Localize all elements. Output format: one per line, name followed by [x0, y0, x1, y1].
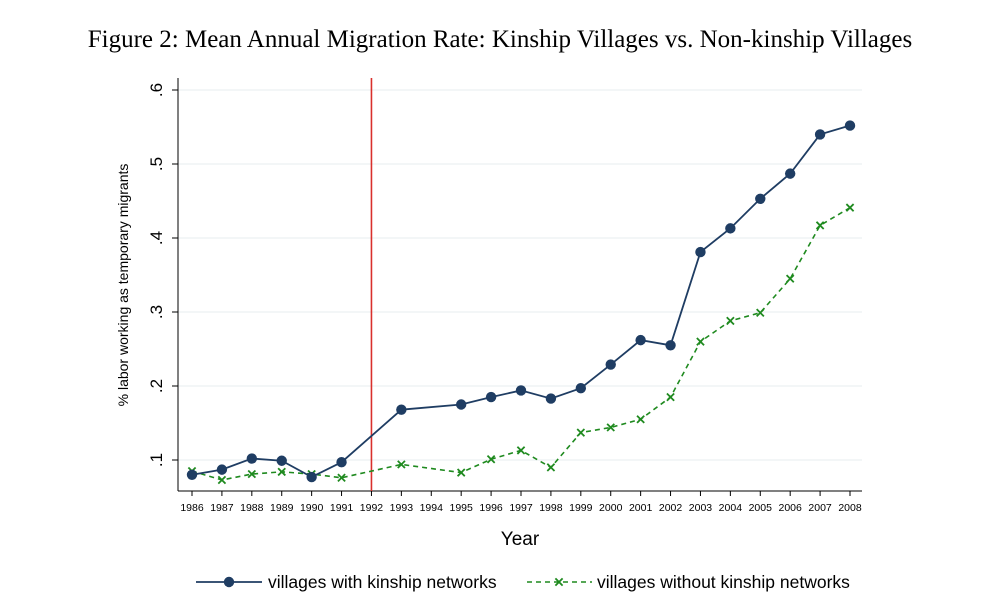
data-point-non-kinship: [845, 203, 855, 212]
marker-x-stroke: [397, 460, 406, 469]
x-tick-label: 1999: [569, 502, 593, 514]
marker-x-stroke: [696, 337, 705, 346]
marker-x-stroke: [337, 473, 346, 482]
data-point-non-kinship: [217, 475, 227, 485]
marker-x-stroke: [576, 428, 586, 437]
y-tick-label: .5: [147, 157, 166, 171]
x-tick-label: 1998: [539, 502, 563, 514]
marker-x-stroke: [636, 415, 645, 424]
x-tick-label: 1994: [420, 502, 444, 514]
data-point-kinship: [246, 453, 258, 464]
marker-x-stroke: [516, 446, 526, 455]
data-point-non-kinship: [516, 446, 526, 455]
data-point-kinship: [485, 391, 497, 403]
data-point-non-kinship: [576, 428, 586, 437]
data-point-kinship: [276, 455, 287, 466]
marker-x-stroke: [666, 392, 675, 402]
x-tick-label: 1990: [300, 502, 324, 514]
data-point-non-kinship: [666, 392, 675, 402]
data-point-kinship: [515, 385, 527, 396]
marker-x-stroke: [606, 423, 615, 432]
x-tick-label: 1997: [509, 502, 533, 514]
x-tick-label: 1989: [270, 502, 294, 514]
data-point-non-kinship: [277, 467, 286, 477]
figure-title: Figure 2: Mean Annual Migration Rate: Ki…: [87, 26, 913, 53]
y-tick-label: .1: [147, 453, 166, 467]
x-tick-label: 1992: [360, 502, 384, 514]
x-tick-label: 1996: [479, 502, 503, 514]
data-point-non-kinship: [337, 473, 346, 482]
data-point-non-kinship: [247, 469, 257, 479]
data-point-kinship: [396, 404, 407, 415]
x-tick-label: 2000: [599, 502, 623, 514]
data-point-non-kinship: [756, 308, 765, 317]
data-point-non-kinship: [815, 221, 825, 230]
x-tick-label: 2005: [749, 502, 773, 514]
data-point-kinship: [186, 469, 198, 480]
y-axis-title: % labor working as temporary migrants: [115, 164, 131, 407]
x-tick-label: 2006: [779, 502, 803, 514]
data-point-kinship: [216, 464, 228, 475]
x-tick-label: 2007: [808, 502, 832, 514]
x-tick-label: 1987: [210, 502, 234, 514]
marker-x-stroke: [554, 577, 564, 587]
data-point-kinship: [665, 340, 676, 351]
marker-x-stroke: [217, 475, 227, 485]
x-tick-label: 2004: [719, 502, 743, 514]
x-axis-title: Year: [501, 529, 540, 550]
x-tick-label: 1986: [180, 502, 204, 514]
data-point-non-kinship: [486, 455, 496, 464]
data-point-non-kinship: [636, 415, 645, 424]
y-tick-label: .6: [147, 83, 166, 97]
data-point-kinship: [575, 383, 587, 394]
x-tick-label: 1991: [330, 502, 354, 514]
legend-marker-kinship: [223, 576, 235, 588]
data-point-kinship: [844, 120, 856, 131]
x-tick-label: 2001: [629, 502, 653, 514]
y-tick-label: .4: [147, 231, 166, 245]
marker-x-stroke: [247, 469, 257, 479]
marker-x-stroke: [756, 308, 765, 317]
data-point-kinship: [814, 129, 826, 140]
data-point-non-kinship: [785, 274, 795, 283]
legend-label-kinship: villages with kinship networks: [268, 572, 497, 592]
marker-x-stroke: [726, 316, 735, 326]
data-point-kinship: [695, 246, 706, 258]
data-point-kinship: [635, 334, 646, 346]
data-point-kinship: [306, 471, 317, 483]
data-point-kinship: [336, 457, 347, 468]
data-point-kinship: [605, 359, 616, 370]
series-line-kinship: [191, 124, 851, 479]
marker-x-stroke: [277, 467, 286, 477]
x-tick-label: 1993: [390, 502, 414, 514]
data-point-kinship: [784, 168, 796, 179]
series-line-non-kinship: [191, 206, 851, 481]
data-point-kinship: [725, 223, 736, 234]
marker-x-stroke: [785, 274, 795, 283]
data-point-non-kinship: [696, 337, 705, 346]
marker-x-stroke: [546, 463, 556, 472]
y-tick-label: .2: [147, 379, 166, 393]
data-point-non-kinship: [397, 460, 406, 469]
data-point-non-kinship: [726, 316, 735, 326]
legend-marker-non-kinship: [554, 577, 564, 587]
data-point-kinship: [545, 393, 557, 404]
marker-x-stroke: [845, 203, 855, 212]
x-tick-label: 2008: [838, 502, 862, 514]
y-tick-label: .3: [147, 305, 166, 319]
data-point-non-kinship: [456, 468, 466, 477]
marker-x-stroke: [456, 468, 466, 477]
data-point-non-kinship: [606, 423, 615, 432]
legend-label-non-kinship: villages without kinship networks: [597, 572, 850, 592]
x-tick-label: 2002: [659, 502, 683, 514]
marker-x-stroke: [815, 221, 825, 230]
data-point-kinship: [455, 399, 467, 410]
data-point-non-kinship: [546, 463, 556, 472]
data-point-kinship: [755, 193, 766, 204]
x-tick-label: 2003: [689, 502, 713, 514]
marker-x-stroke: [486, 455, 496, 464]
x-tick-label: 1988: [240, 502, 264, 514]
x-tick-label: 1995: [450, 502, 474, 514]
